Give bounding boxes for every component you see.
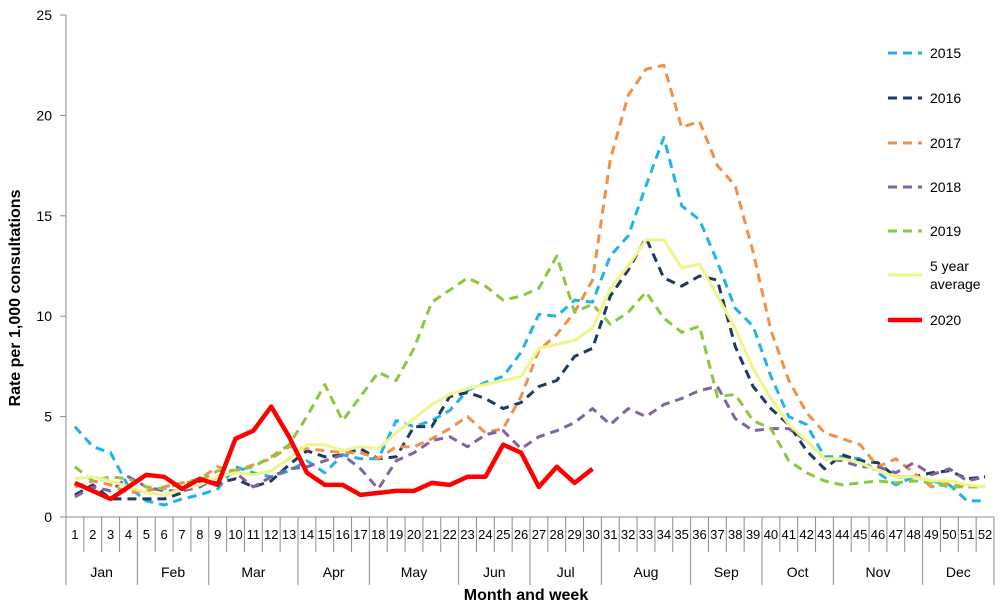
y-tick-label: 20: [36, 107, 52, 123]
x-week-label: 11: [247, 527, 261, 542]
x-week-label: 37: [710, 527, 724, 542]
x-week-label: 4: [125, 527, 132, 542]
x-week-label: 52: [978, 527, 992, 542]
x-month-label: Sep: [714, 564, 739, 580]
series-line-2016: [74, 236, 986, 501]
legend-label: 2016: [930, 90, 961, 106]
x-axis: 1 2 3 4 5 6 7 8 9 10 11 12 13 14 15 16 17 18 19 20 21 22 23 24 2…: [65, 516, 995, 585]
series-lines: [73, 63, 986, 507]
x-week-label: 31: [603, 527, 617, 542]
x-week-label: 1: [71, 527, 78, 542]
legend-label: 5 year average: [930, 258, 981, 292]
x-week-label: 23: [460, 527, 474, 542]
legend-label-line: 5 year: [930, 258, 969, 274]
x-month-label: May: [401, 564, 427, 580]
x-week-label: 44: [835, 527, 849, 542]
x-week-label: 15: [318, 527, 332, 542]
series-line-2019: [73, 254, 986, 491]
x-week-label: 25: [496, 527, 510, 542]
x-week-label: 28: [550, 527, 564, 542]
series-line-2015: [73, 136, 986, 507]
x-week-label: 45: [853, 527, 867, 542]
x-month-label: Nov: [866, 564, 891, 580]
x-week-label: 10: [228, 527, 242, 542]
x-week-label: 18: [371, 527, 385, 542]
y-tick-label: 25: [36, 7, 52, 23]
x-week-label: 40: [764, 527, 778, 542]
x-week-label: 46: [871, 527, 885, 542]
x-week-label: 36: [692, 527, 706, 542]
y-tick-label: 5: [44, 409, 52, 425]
x-week-label: 38: [728, 527, 742, 542]
x-week-label: 13: [282, 527, 296, 542]
x-week-label: 49: [924, 527, 938, 542]
x-week-label: 42: [799, 527, 813, 542]
x-week-label: 34: [657, 527, 671, 542]
x-axis-title: Month and week: [464, 587, 589, 604]
legend-label: 2017: [930, 135, 961, 151]
y-tick-label: 15: [36, 208, 52, 224]
x-month-label: Dec: [946, 564, 971, 580]
x-week-label: 7: [178, 527, 185, 542]
series-line-5-year-average: [74, 238, 986, 497]
x-month-label: Jan: [90, 564, 113, 580]
x-week-label: 21: [425, 527, 439, 542]
x-week-label: 14: [300, 527, 314, 542]
x-week-label: 27: [532, 527, 546, 542]
x-week-label: 26: [514, 527, 528, 542]
x-week-label: 22: [442, 527, 456, 542]
x-month-label: Apr: [323, 564, 345, 580]
x-week-label: 5: [143, 527, 150, 542]
x-week-label: 6: [161, 527, 168, 542]
x-week-label: 9: [214, 527, 221, 542]
x-week-label: 16: [335, 527, 349, 542]
x-week-label: 41: [782, 527, 796, 542]
x-week-label: 20: [407, 527, 421, 542]
x-week-label: 35: [674, 527, 688, 542]
x-month-label: Mar: [241, 564, 265, 580]
x-week-label: 50: [942, 527, 956, 542]
x-week-label: 19: [389, 527, 403, 542]
x-week-label: 2: [89, 527, 96, 542]
legend-label-line: average: [930, 276, 981, 292]
x-week-label: 8: [196, 527, 203, 542]
x-week-label: 39: [746, 527, 760, 542]
series-line-2017: [74, 63, 986, 495]
x-month-label: Jul: [557, 564, 575, 580]
x-month-label: Aug: [634, 564, 659, 580]
x-week-label: 29: [567, 527, 581, 542]
legend-label: 2018: [930, 179, 961, 195]
y-tick-label: 10: [36, 308, 52, 324]
x-week-label: 24: [478, 527, 492, 542]
y-tick-label: 0: [44, 509, 52, 525]
x-week-label: 32: [621, 527, 635, 542]
x-week-label: 12: [264, 527, 278, 542]
x-month-label: Feb: [161, 564, 185, 580]
x-month-label: Oct: [787, 564, 809, 580]
x-month-label: Jun: [483, 564, 506, 580]
legend-label: 2015: [930, 45, 961, 61]
x-week-label: 3: [107, 527, 114, 542]
x-week-label: 51: [960, 527, 974, 542]
legend: 2015 2016 2017 2018 2019 5 year average 2020: [888, 45, 981, 328]
x-week-label: 33: [639, 527, 653, 542]
y-axis: 0 5 10 15 20 25: [36, 7, 67, 525]
x-week-label: 47: [889, 527, 903, 542]
x-week-label: 48: [906, 527, 920, 542]
legend-label: 2019: [930, 223, 961, 239]
y-axis-title: Rate per 1,000 consultations: [7, 189, 24, 406]
legend-label: 2020: [930, 312, 961, 328]
x-week-label: 43: [817, 527, 831, 542]
series-line-2020: [73, 404, 594, 502]
x-week-label: 30: [585, 527, 599, 542]
x-week-label: 17: [353, 527, 367, 542]
